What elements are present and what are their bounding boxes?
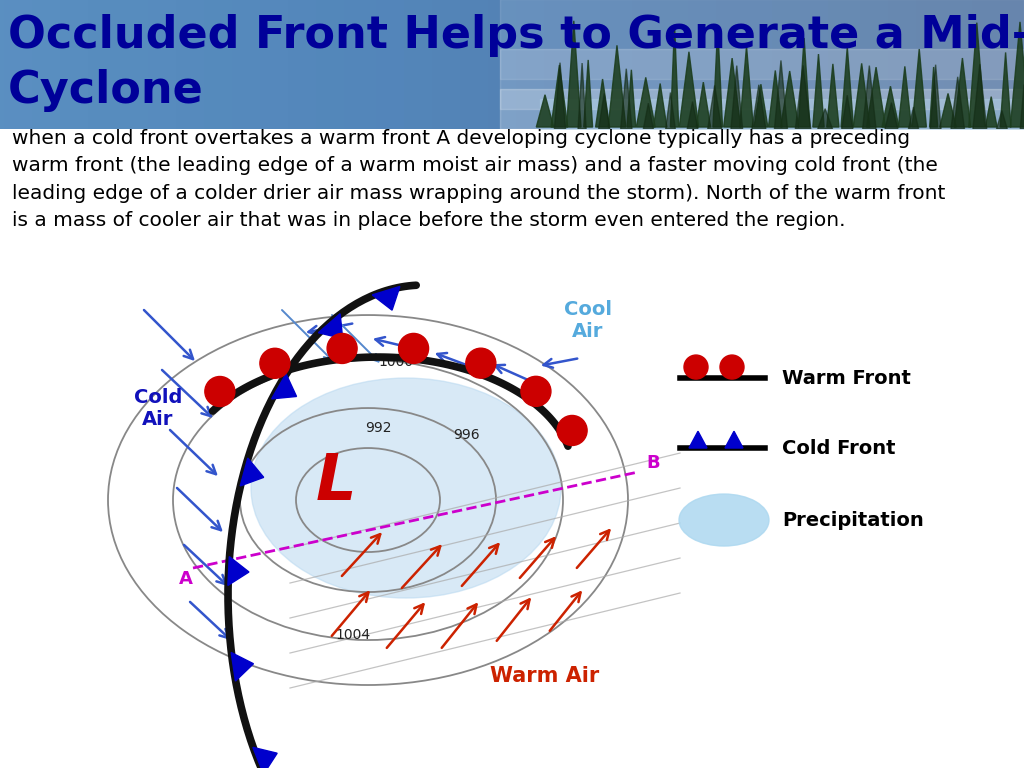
Polygon shape [551, 65, 567, 127]
Polygon shape [862, 65, 877, 129]
Polygon shape [566, 21, 581, 127]
Polygon shape [228, 557, 249, 585]
Polygon shape [951, 77, 965, 129]
Text: Cool
Air: Cool Air [564, 300, 612, 340]
Circle shape [205, 376, 234, 406]
Polygon shape [708, 85, 722, 129]
Polygon shape [796, 65, 811, 129]
Polygon shape [653, 84, 667, 127]
Polygon shape [621, 68, 632, 129]
Polygon shape [752, 84, 766, 129]
Text: B: B [646, 454, 659, 472]
Text: L: L [315, 451, 356, 513]
Polygon shape [739, 46, 754, 127]
Circle shape [327, 333, 357, 363]
Polygon shape [908, 107, 919, 129]
Polygon shape [842, 95, 853, 129]
Text: A: A [179, 570, 193, 588]
Text: Warm Air: Warm Air [490, 666, 600, 686]
Polygon shape [241, 458, 264, 486]
Polygon shape [599, 94, 609, 129]
Polygon shape [1011, 22, 1024, 127]
Polygon shape [725, 432, 743, 448]
Polygon shape [627, 70, 636, 127]
Polygon shape [231, 653, 254, 681]
Polygon shape [724, 58, 740, 127]
Text: Precipitation: Precipitation [782, 511, 924, 529]
Text: 996: 996 [453, 428, 479, 442]
Polygon shape [671, 25, 679, 127]
Polygon shape [853, 64, 870, 127]
Polygon shape [679, 51, 698, 127]
Circle shape [398, 333, 429, 363]
Text: 1000: 1000 [379, 355, 414, 369]
Circle shape [260, 348, 290, 379]
Polygon shape [584, 60, 593, 127]
Ellipse shape [251, 378, 561, 598]
Circle shape [720, 355, 744, 379]
Polygon shape [608, 45, 626, 127]
Circle shape [557, 415, 587, 445]
Text: Occluded Front Helps to Generate a Mid-Latitude: Occluded Front Helps to Generate a Mid-L… [8, 14, 1024, 57]
Polygon shape [253, 747, 278, 768]
Text: when a cold front overtakes a warm front A developing cyclone typically has a pr: when a cold front overtakes a warm front… [12, 129, 945, 230]
Polygon shape [969, 22, 985, 127]
Circle shape [466, 348, 496, 378]
Text: Warm Front: Warm Front [782, 369, 911, 388]
Polygon shape [780, 71, 799, 127]
Polygon shape [882, 86, 899, 127]
Polygon shape [713, 26, 723, 127]
Text: Cold Front: Cold Front [782, 439, 896, 458]
Polygon shape [818, 109, 833, 129]
Polygon shape [687, 101, 698, 129]
Polygon shape [636, 78, 655, 127]
Polygon shape [768, 71, 782, 127]
Polygon shape [930, 67, 938, 127]
Circle shape [521, 376, 551, 406]
Polygon shape [940, 94, 956, 127]
Polygon shape [643, 103, 653, 129]
Polygon shape [318, 314, 343, 339]
Polygon shape [754, 84, 768, 127]
Polygon shape [373, 286, 400, 310]
Polygon shape [898, 66, 911, 127]
Text: 1004: 1004 [336, 628, 371, 642]
Polygon shape [985, 97, 997, 127]
Polygon shape [954, 58, 971, 127]
Polygon shape [1000, 52, 1011, 127]
Polygon shape [578, 63, 586, 129]
Polygon shape [689, 432, 707, 448]
Polygon shape [885, 103, 898, 129]
Polygon shape [537, 94, 554, 127]
Text: Cyclone: Cyclone [8, 69, 204, 112]
Polygon shape [271, 374, 297, 399]
Polygon shape [813, 54, 824, 127]
Ellipse shape [679, 494, 769, 546]
Polygon shape [826, 64, 839, 127]
Text: Cold
Air: Cold Air [134, 388, 182, 429]
Polygon shape [912, 49, 927, 127]
Circle shape [684, 355, 708, 379]
Polygon shape [973, 65, 987, 129]
Polygon shape [554, 63, 565, 129]
Polygon shape [841, 47, 853, 127]
Polygon shape [798, 38, 810, 127]
Polygon shape [996, 111, 1008, 129]
Polygon shape [696, 82, 711, 127]
Polygon shape [596, 79, 609, 127]
Polygon shape [731, 65, 742, 129]
Text: 992: 992 [365, 421, 391, 435]
Polygon shape [774, 61, 787, 129]
Polygon shape [666, 92, 676, 129]
Polygon shape [866, 67, 886, 127]
Polygon shape [1020, 84, 1024, 129]
Polygon shape [930, 65, 941, 129]
